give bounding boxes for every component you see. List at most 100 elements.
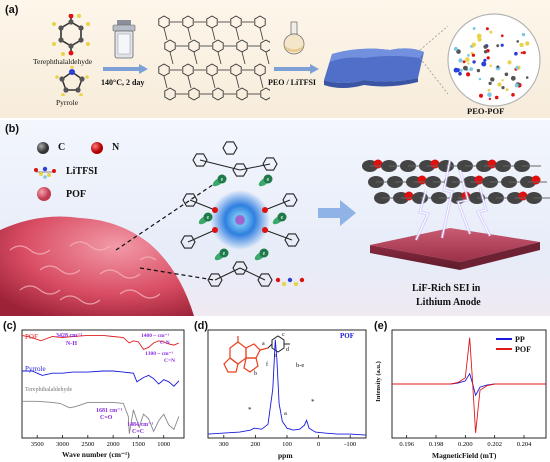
network-link [259, 75, 264, 89]
legend-pof-sphere [37, 187, 51, 201]
network-link [163, 27, 168, 41]
epr-legend-pof: POF [496, 344, 531, 354]
network-ring [158, 63, 170, 77]
zoom-atom [477, 37, 482, 42]
zoom-atom [514, 51, 518, 56]
network-link [169, 51, 174, 65]
ftir-chart: 3500 3000 2500 2000 1500 1000 [21, 329, 185, 448]
zoom-atom [515, 66, 519, 70]
lightning-bolt [477, 187, 491, 237]
ftir-series-label-terephthalaldehyde: Terephthalaldehyde [25, 387, 73, 393]
network-ring [257, 273, 273, 287]
epr-legend-pof-label: POF [515, 344, 531, 354]
epr-xlabel: MagneticField (mT) [432, 451, 497, 460]
nmr-xtick-label: 300 [219, 441, 229, 448]
ftir-annot-1681: 1681 cm⁻¹ [96, 408, 123, 414]
panel-d-nmr: (d) 300 200 100 0 -100 a b c d e f POF b-e a… [190, 318, 370, 462]
network-link [187, 75, 192, 89]
network-ring [180, 235, 196, 249]
zoom-atom [458, 58, 463, 63]
network-ring [236, 39, 248, 53]
network-ring [284, 233, 300, 247]
epr-xtick-label: 0.202 [487, 441, 502, 448]
network-link [239, 163, 271, 171]
nmr-xtick-label: 200 [251, 441, 261, 448]
n-atom [262, 207, 268, 213]
zoom-atom [463, 65, 468, 71]
network-ring [282, 193, 298, 207]
epr-series-pof [392, 337, 546, 433]
zoom-atom [510, 75, 516, 81]
epr-legend-pp-label: PP [515, 334, 525, 344]
network-link [259, 27, 264, 41]
lithium-anode-sei [362, 159, 550, 270]
n-atom [212, 207, 218, 213]
legend-carbon-label: C [58, 142, 66, 153]
step2-condition: PEO / LiTFSI [268, 78, 317, 87]
panel-b: (b) C N LiTFSI POF [0, 120, 550, 316]
network-ring [222, 141, 238, 155]
zoom-atom [501, 79, 504, 82]
epr-ylabel: Intensity (a.u.) [374, 361, 382, 402]
zoom-atom [471, 42, 476, 47]
reaction-arrow-1 [103, 64, 148, 74]
zoom-atom [519, 42, 524, 48]
nmr-xlabel: ppm [278, 451, 293, 460]
n-atom [212, 227, 218, 233]
network-ring [188, 87, 200, 101]
zoom-atom [488, 97, 492, 101]
zoom-atom [504, 72, 509, 77]
ftir-annot-nh: N-H [66, 341, 77, 347]
nmr-series-label-pof: POF [340, 332, 354, 340]
peo-pof-membrane [324, 48, 424, 88]
lightning-bolt [441, 159, 453, 239]
network-link [235, 75, 240, 89]
panel-a: (a) Terephthalaldehyde Pyrrole 140°C, 2 … [0, 0, 550, 118]
epr-legend: PP POF [496, 334, 531, 354]
zoom-atom [456, 49, 461, 54]
network-link [217, 51, 222, 65]
pof-li-coordination-network: e e e e e e [180, 141, 305, 287]
ftir-xtick-label: 2500 [81, 441, 94, 448]
n-atom [262, 227, 268, 233]
nmr-peak-label-star1: * [248, 406, 252, 414]
ftir-annot-1300: 1300 ~ cm⁻¹ [145, 351, 174, 357]
ftir-series-label-pof: POF [25, 333, 38, 341]
zoom-atom [472, 60, 476, 64]
ftir-plot-frame [21, 329, 185, 439]
ftir-series-terephthalaldehyde [22, 400, 180, 434]
ftir-xtick-label: 2000 [107, 441, 120, 448]
panel-c-ftir: (c) 3500 3000 2500 2000 1500 1000 POF 3428 cm… [0, 318, 190, 462]
network-ring [182, 15, 194, 29]
ftir-annot-cn: C-N [160, 340, 170, 346]
network-ring [260, 87, 270, 101]
legend-litfsi-label: LiTFSI [66, 166, 98, 177]
litfsi-atom [299, 277, 305, 283]
network-ring [182, 193, 198, 207]
network-link [187, 27, 192, 41]
zoom-atom [469, 45, 473, 48]
network-ring [206, 15, 218, 29]
zoom-atom [467, 62, 470, 65]
transition-arrow [318, 200, 356, 226]
autoclave-reactor-icon [112, 20, 136, 59]
zoom-atom [487, 92, 492, 97]
electron-label: e [221, 177, 224, 183]
zoom-atom [489, 64, 493, 68]
network-ring [236, 87, 248, 101]
network-ring [212, 87, 224, 101]
network-ring [182, 63, 194, 77]
zoom-atom [458, 71, 462, 76]
ftir-annot-cc: C=C [132, 429, 145, 435]
panel-d-label: (d) [194, 320, 209, 332]
electron-label: e [223, 251, 226, 257]
zoom-atom [488, 81, 492, 85]
ftir-annot-3428: 3428 cm⁻¹ [56, 333, 83, 339]
product-label: PEO-POF [467, 106, 505, 116]
epr-legend-pp: PP [496, 334, 531, 344]
pyrrole-structure [55, 66, 89, 96]
reaction-condition: 140°C, 2 day [101, 78, 145, 87]
legend-nitrogen-atom [91, 142, 103, 154]
zoom-atom [511, 93, 515, 97]
zoom-dashed-lines [115, 183, 215, 281]
